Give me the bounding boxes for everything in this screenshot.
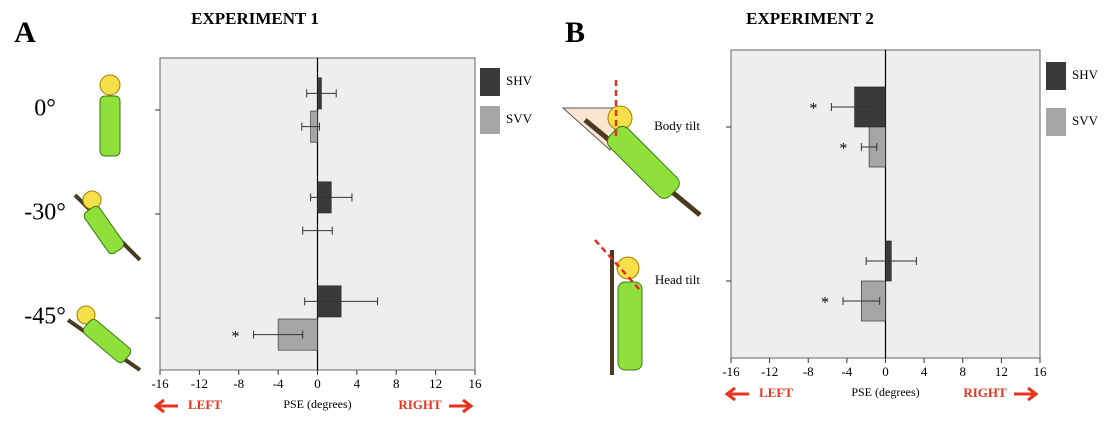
panel-label: B (565, 16, 585, 49)
x-tick-label: 0 (882, 364, 889, 379)
legend-label: SVV (506, 111, 533, 126)
x-tick-label: -8 (233, 376, 244, 391)
error-bar (306, 89, 337, 98)
legend-swatch (1046, 108, 1066, 136)
x-tick-label: -12 (191, 376, 208, 391)
x-tick-label: 16 (469, 376, 483, 391)
figure-illustrations (66, 74, 702, 375)
x-tick-label: 8 (393, 376, 400, 391)
error-bar (253, 330, 304, 339)
legend-label: SVV (1072, 113, 1099, 128)
y-tick-label: Body tilt (654, 118, 700, 133)
left-label: LEFT (759, 385, 793, 400)
x-axis-label: PSE (degrees) (283, 397, 351, 411)
panel-label: A (14, 16, 36, 49)
y-tick-label: -45° (24, 304, 66, 330)
y-tick-label: Head tilt (655, 272, 701, 287)
left-arrow (724, 386, 749, 402)
legend-label: SHV (506, 73, 533, 88)
y-tick-label: 0° (34, 96, 56, 122)
left-label: LEFT (188, 397, 222, 412)
legend-label: SHV (1072, 67, 1099, 82)
y-tick-label: -30° (24, 200, 66, 226)
right-label: RIGHT (963, 385, 1007, 400)
error-bar (842, 297, 881, 306)
left-arrow (153, 398, 178, 414)
x-tick-label: 12 (429, 376, 442, 391)
x-tick-label: -4 (841, 364, 852, 379)
x-tick-label: 4 (921, 364, 928, 379)
significance-marker: * (839, 141, 847, 158)
right-arrow (449, 398, 474, 414)
error-bar (310, 193, 353, 202)
x-tick-label: -16 (722, 364, 740, 379)
significance-marker: * (809, 101, 817, 118)
error-bar (302, 226, 333, 235)
x-tick-label: -8 (803, 364, 814, 379)
right-label: RIGHT (398, 397, 442, 412)
right-arrow (1014, 386, 1039, 402)
x-tick-label: -16 (151, 376, 169, 391)
error-bar (830, 102, 879, 111)
chart-title: EXPERIMENT 2 (746, 9, 874, 28)
x-tick-label: -4 (273, 376, 284, 391)
error-bar (860, 143, 878, 152)
error-bar (301, 122, 320, 131)
x-tick-label: 16 (1034, 364, 1048, 379)
x-tick-label: -12 (761, 364, 778, 379)
legend-swatch (480, 68, 500, 96)
x-axis-label: PSE (degrees) (851, 385, 919, 399)
legend-swatch (1046, 62, 1066, 90)
significance-marker: * (232, 328, 240, 345)
error-bar (304, 297, 379, 306)
chart-title: EXPERIMENT 1 (191, 9, 319, 28)
x-tick-label: 12 (995, 364, 1008, 379)
x-tick-label: 0 (314, 376, 321, 391)
x-tick-label: 4 (354, 376, 361, 391)
significance-marker: * (821, 295, 829, 312)
error-bar (865, 256, 917, 265)
legend-swatch (480, 106, 500, 134)
x-tick-label: 8 (960, 364, 967, 379)
